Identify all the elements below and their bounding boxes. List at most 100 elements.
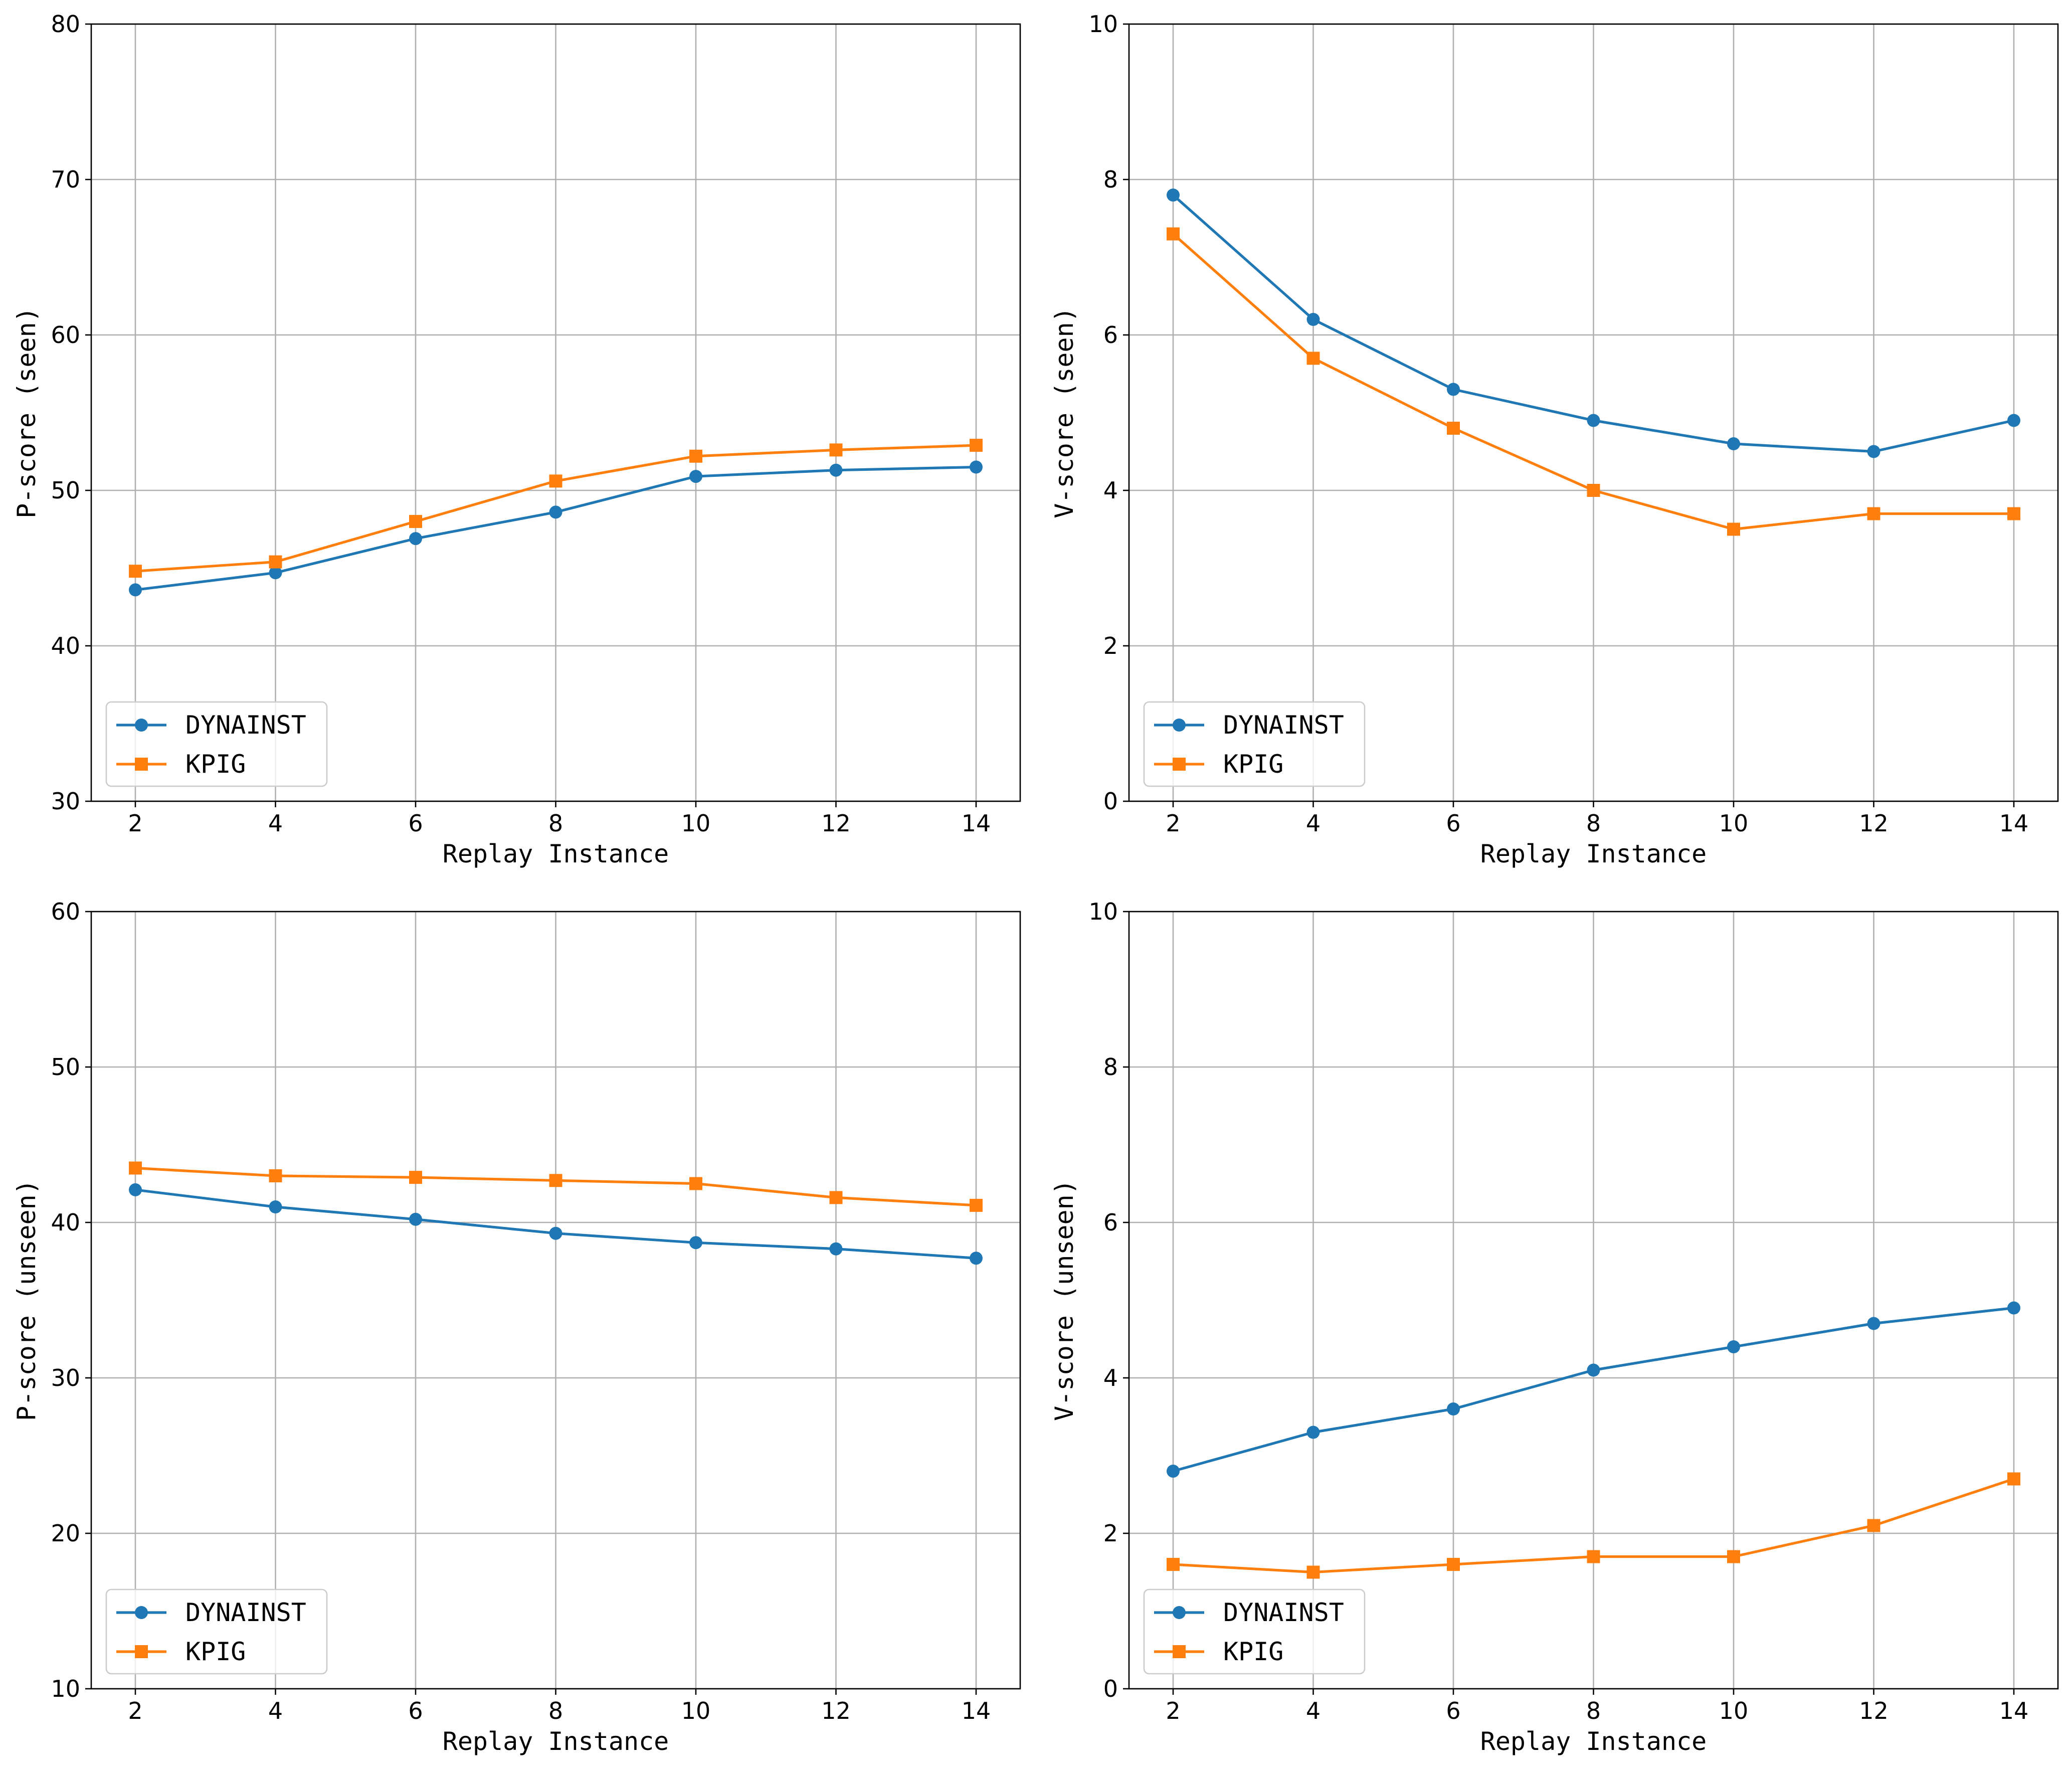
data-point-dynainst: [549, 505, 562, 519]
panel-bottom-right-grid: [1129, 911, 2058, 1690]
data-point-kpig: [409, 515, 422, 528]
panel-bottom-right-series-dynainst: [1167, 1301, 2020, 1478]
data-point-kpig: [1306, 351, 1320, 365]
data-point-kpig: [269, 1169, 282, 1182]
legend-entry-kpig: KPIG: [1154, 750, 1283, 779]
panel-top-right-legend: DYNAINST KPIG: [1143, 701, 1366, 787]
y-tick-label: 4: [1103, 1364, 1118, 1391]
data-point-dynainst: [409, 532, 422, 546]
y-tick-label: 60: [51, 898, 80, 925]
y-tick-label: 30: [51, 788, 80, 815]
x-tick-label: 6: [1446, 810, 1460, 837]
data-point-kpig: [1587, 484, 1600, 497]
data-point-kpig: [689, 449, 702, 463]
panel-top-right-series-dynainst: [1167, 189, 2020, 458]
x-tick-label: 8: [548, 1697, 563, 1724]
data-point-dynainst: [829, 463, 843, 477]
legend-entry-kpig: KPIG: [1154, 1637, 1283, 1666]
data-point-kpig: [269, 555, 282, 569]
legend-entry-kpig: KPIG: [116, 1637, 246, 1666]
x-tick-label: 8: [1586, 1697, 1601, 1724]
panel-bottom-right: 2 4 6 8 10 12 14 0 2 4 6 8 10 Replay Instance V-score …: [1050, 898, 2059, 1756]
data-point-dynainst: [1587, 414, 1600, 427]
data-point-kpig: [129, 565, 142, 578]
data-point-dynainst: [1727, 437, 1740, 450]
data-point-kpig: [1447, 1558, 1460, 1571]
x-tick-label: 14: [962, 810, 991, 837]
y-tick-label: 20: [51, 1520, 80, 1547]
panel-top-left-series-dynainst: [129, 460, 983, 597]
legend-label-dynainst: DYNAINST: [185, 1598, 306, 1627]
panel-top-right-grid: [1129, 23, 2058, 802]
x-tick-label: 8: [548, 810, 563, 837]
legend-marker-dynainst: [1173, 719, 1186, 732]
x-tick-label: 8: [1586, 810, 1601, 837]
x-tick-label: 4: [268, 1697, 283, 1724]
data-point-kpig: [1167, 227, 1180, 241]
panel-bottom-left-y-axis: 10 20 30 40 50 60: [51, 898, 91, 1702]
y-tick-label: 40: [51, 1209, 80, 1236]
x-tick-label: 12: [1859, 1697, 1889, 1724]
data-point-kpig: [549, 474, 562, 488]
y-tick-label: 8: [1103, 166, 1118, 193]
panel-top-right-y-axis: 0 2 4 6 8 10: [1088, 11, 1129, 815]
x-tick-label: 6: [408, 1697, 423, 1724]
legend-marker-dynainst: [135, 1606, 148, 1619]
legend-label-dynainst: DYNAINST: [185, 711, 306, 740]
legend-label-dynainst: DYNAINST: [1223, 711, 1344, 740]
data-point-dynainst: [829, 1242, 843, 1256]
panel-top-right: 2 4 6 8 10 12 14 0 2 4 6 8 10 Replay Instance V-score …: [1050, 11, 2059, 868]
panel-top-left: 2 4 6 8 10 12 14 30 40 50 60 70 80 Replay Instance P-s…: [12, 11, 1021, 868]
data-point-dynainst: [129, 1183, 142, 1196]
data-point-kpig: [1867, 507, 1880, 520]
data-point-kpig: [409, 1171, 422, 1184]
data-point-kpig: [2007, 507, 2020, 520]
x-tick-label: 10: [1719, 1697, 1749, 1724]
legend-label-kpig: KPIG: [185, 1637, 246, 1666]
y-tick-label: 10: [51, 1675, 80, 1702]
panel-bottom-left-grid: [91, 911, 1020, 1690]
y-tick-label: 6: [1103, 1209, 1118, 1236]
legend-label-dynainst: DYNAINST: [1223, 1598, 1344, 1627]
data-point-dynainst: [970, 1252, 983, 1265]
x-tick-label: 2: [128, 1697, 142, 1724]
panel-bottom-left-series-dynainst: [129, 1183, 983, 1265]
data-point-kpig: [129, 1161, 142, 1175]
x-tick-label: 14: [1999, 810, 2029, 837]
data-point-dynainst: [2007, 1301, 2020, 1315]
legend-entry-dynainst: DYNAINST: [1154, 1598, 1344, 1627]
legend-label-kpig: KPIG: [185, 750, 246, 779]
panel-bottom-right-legend: DYNAINST KPIG: [1143, 1588, 1366, 1675]
panel-top-left-y-axis: 30 40 50 60 70 80: [51, 11, 91, 815]
data-point-dynainst: [689, 470, 702, 483]
x-tick-label: 10: [1719, 810, 1749, 837]
y-tick-label: 8: [1103, 1053, 1118, 1081]
data-point-dynainst: [409, 1212, 422, 1226]
panel-top-left-x-axis-label: Replay Instance: [443, 839, 669, 868]
y-tick-label: 2: [1103, 632, 1118, 659]
x-tick-label: 2: [1166, 1697, 1180, 1724]
panel-top-right-series-kpig: [1167, 227, 2020, 536]
panel-bottom-left-legend: DYNAINST KPIG: [105, 1588, 328, 1675]
legend-entry-dynainst: DYNAINST: [116, 1598, 306, 1627]
data-point-dynainst: [549, 1226, 562, 1240]
legend-marker-kpig: [1173, 1645, 1186, 1658]
legend-entry-kpig: KPIG: [116, 750, 246, 779]
x-tick-label: 4: [268, 810, 283, 837]
x-tick-label: 12: [821, 1697, 851, 1724]
data-point-dynainst: [1727, 1340, 1740, 1353]
data-point-dynainst: [1306, 313, 1320, 326]
panel-bottom-left-x-axis-label: Replay Instance: [443, 1727, 669, 1756]
y-tick-label: 50: [51, 477, 80, 504]
legend-marker-dynainst: [135, 719, 148, 732]
data-point-dynainst: [2007, 414, 2020, 427]
legend-label-kpig: KPIG: [1223, 750, 1283, 779]
y-tick-label: 0: [1103, 788, 1118, 815]
y-tick-label: 0: [1103, 1675, 1118, 1702]
y-tick-label: 4: [1103, 477, 1118, 504]
data-point-kpig: [1167, 1558, 1180, 1571]
data-point-dynainst: [1867, 1317, 1880, 1330]
x-tick-label: 10: [681, 1697, 711, 1724]
panel-bottom-right-y-axis: 0 2 4 6 8 10: [1088, 898, 1129, 1702]
